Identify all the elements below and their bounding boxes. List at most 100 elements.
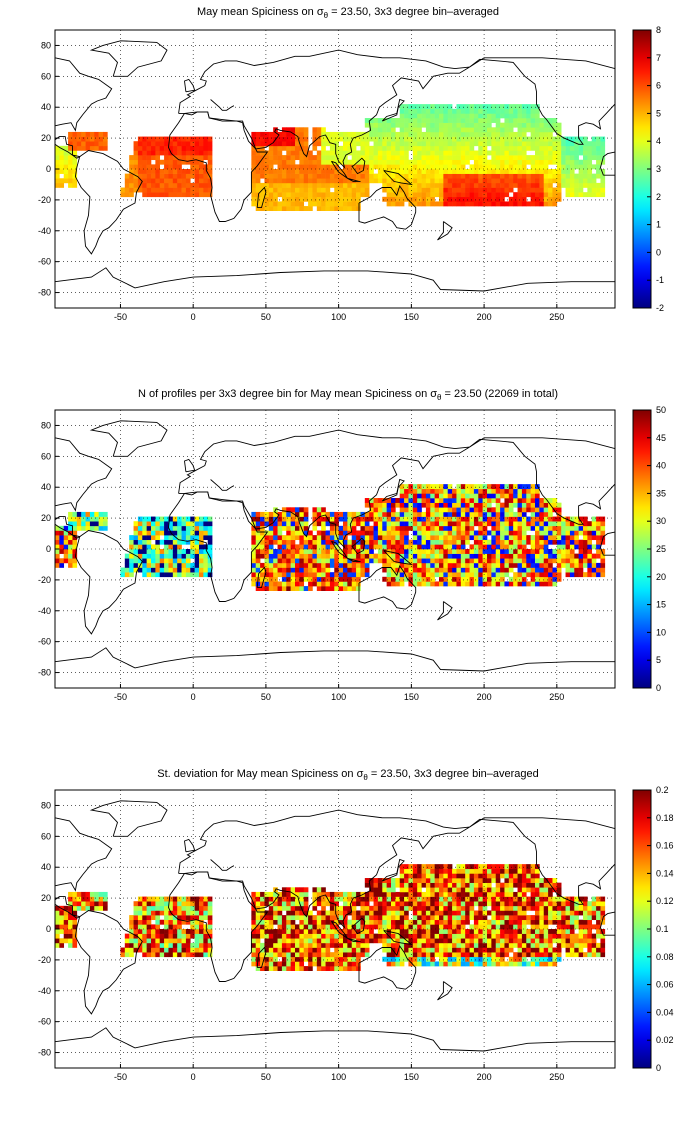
data-cell — [377, 502, 383, 508]
data-cell — [129, 164, 134, 170]
data-cell — [517, 108, 523, 114]
data-cell — [168, 947, 174, 953]
data-cell — [482, 182, 488, 188]
data-cell — [68, 535, 73, 541]
data-cell — [517, 929, 523, 934]
data-cell — [465, 516, 470, 522]
data-cell — [343, 942, 348, 948]
data-cell — [295, 169, 300, 174]
data-cell — [255, 553, 261, 559]
data-cell — [312, 182, 318, 188]
data-cell — [185, 521, 191, 527]
data-cell — [268, 915, 274, 921]
data-cell — [255, 535, 261, 541]
data-cell — [548, 567, 553, 573]
data-cell — [286, 145, 291, 151]
data-cell — [417, 530, 422, 536]
data-cell — [539, 145, 545, 151]
data-cell — [356, 961, 361, 967]
data-cell — [312, 127, 318, 133]
data-cell — [364, 558, 370, 564]
data-cell — [556, 516, 562, 522]
data-cell — [76, 141, 82, 147]
data-cell — [535, 155, 540, 161]
data-cell — [504, 507, 510, 513]
data-cell — [548, 553, 553, 559]
data-cell — [303, 586, 309, 591]
data-cell — [277, 145, 283, 151]
data-cell — [556, 192, 562, 198]
data-cell — [386, 187, 392, 193]
data-cell — [508, 915, 514, 921]
data-cell — [338, 929, 344, 934]
data-cell — [72, 919, 78, 925]
data-cell — [452, 178, 457, 184]
data-cell — [491, 498, 497, 503]
data-cell — [460, 544, 466, 550]
data-cell — [478, 164, 483, 170]
data-cell — [347, 544, 353, 550]
data-cell — [517, 141, 523, 147]
data-cell — [308, 910, 313, 916]
data-cell — [151, 553, 156, 559]
data-cell — [155, 938, 161, 944]
data-cell — [600, 182, 606, 188]
data-cell — [281, 182, 287, 188]
data-cell — [63, 178, 69, 184]
data-cell — [273, 187, 278, 193]
data-cell — [404, 498, 409, 503]
data-cell — [185, 141, 191, 147]
data-cell — [273, 201, 278, 207]
data-cell — [281, 553, 287, 559]
data-cell — [412, 952, 418, 958]
data-cell — [316, 173, 322, 179]
data-cell — [521, 905, 527, 911]
data-cell — [408, 127, 414, 133]
data-cell — [478, 947, 483, 953]
data-cell — [382, 910, 387, 916]
data-cell — [465, 915, 470, 921]
data-cell — [399, 104, 405, 110]
data-cell — [548, 141, 553, 147]
data-cell — [369, 498, 374, 503]
data-cell — [190, 924, 195, 930]
data-cell — [596, 150, 601, 156]
data-cell — [417, 942, 422, 948]
data-cell — [334, 966, 339, 971]
data-cell — [295, 206, 300, 211]
data-cell — [521, 539, 527, 545]
data-cell — [578, 942, 584, 948]
data-cell — [295, 938, 300, 944]
data-cell — [316, 196, 322, 202]
data-cell — [185, 145, 191, 151]
data-cell — [177, 150, 182, 156]
data-cell — [491, 961, 497, 967]
data-cell — [155, 544, 161, 550]
data-cell — [548, 173, 553, 179]
data-cell — [391, 502, 396, 508]
data-cell — [343, 961, 348, 967]
data-cell — [343, 952, 348, 958]
data-cell — [316, 511, 322, 517]
coastline — [383, 550, 413, 566]
data-cell — [377, 173, 383, 179]
data-cell — [539, 122, 545, 128]
data-cell — [164, 549, 169, 554]
data-cell — [478, 178, 483, 184]
data-cell — [151, 141, 156, 147]
data-cell — [172, 145, 178, 151]
data-cell — [386, 535, 392, 541]
data-cell — [508, 947, 514, 953]
data-cell — [408, 961, 414, 967]
data-cell — [325, 201, 331, 207]
data-cell — [290, 924, 296, 930]
data-cell — [68, 145, 73, 151]
data-cell — [338, 905, 344, 911]
data-cell — [369, 530, 374, 536]
data-cell — [487, 178, 492, 184]
data-cell — [382, 178, 387, 184]
data-cell — [133, 567, 139, 573]
data-cell — [168, 558, 174, 564]
data-cell — [443, 122, 449, 128]
data-cell — [194, 919, 200, 925]
